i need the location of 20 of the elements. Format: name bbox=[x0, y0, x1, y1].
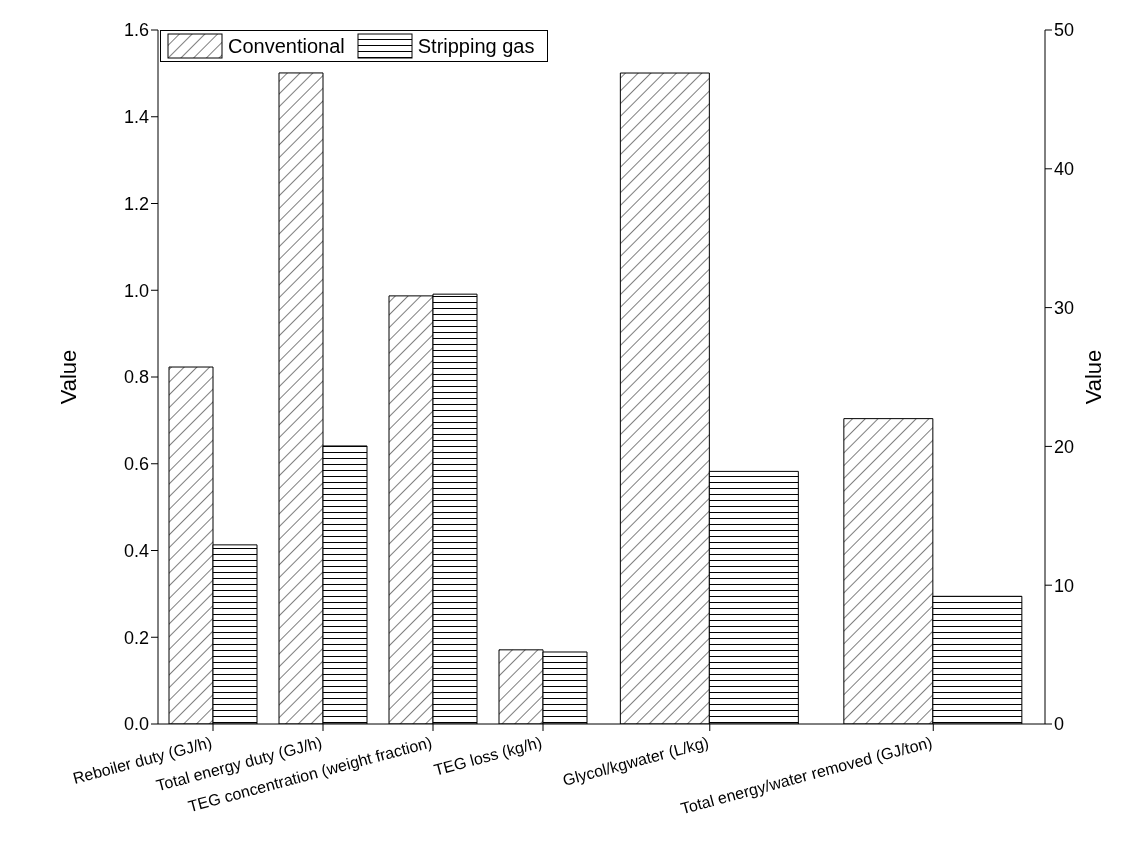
y2-axis-title: Value bbox=[1080, 349, 1106, 405]
y-axis-title: Value bbox=[55, 349, 81, 405]
legend-label: Stripping gas bbox=[417, 34, 535, 58]
y-tick-label: 0.2 bbox=[123, 627, 149, 648]
y2-tick-label: 20 bbox=[1054, 436, 1075, 457]
y-tick-label: 0.8 bbox=[123, 367, 149, 388]
y-tick-label: 1.0 bbox=[123, 280, 149, 301]
y-tick-label: 0.6 bbox=[123, 454, 149, 475]
y-tick-label: 1.4 bbox=[123, 107, 149, 128]
y-tick-label: 1.6 bbox=[123, 20, 149, 41]
y2-tick-label: 50 bbox=[1054, 20, 1075, 41]
y2-tick-label: 0 bbox=[1054, 714, 1065, 735]
y-tick-label: 0.4 bbox=[123, 540, 149, 561]
legend-label: Conventional bbox=[228, 34, 345, 58]
y-tick-label: 0.0 bbox=[123, 714, 149, 735]
y2-tick-label: 40 bbox=[1054, 159, 1075, 180]
y2-tick-label: 30 bbox=[1054, 297, 1075, 318]
y-tick-label: 1.2 bbox=[123, 193, 149, 214]
y2-tick-label: 10 bbox=[1054, 575, 1075, 596]
x-tick-label: TEG loss (kg/h) bbox=[432, 733, 544, 779]
